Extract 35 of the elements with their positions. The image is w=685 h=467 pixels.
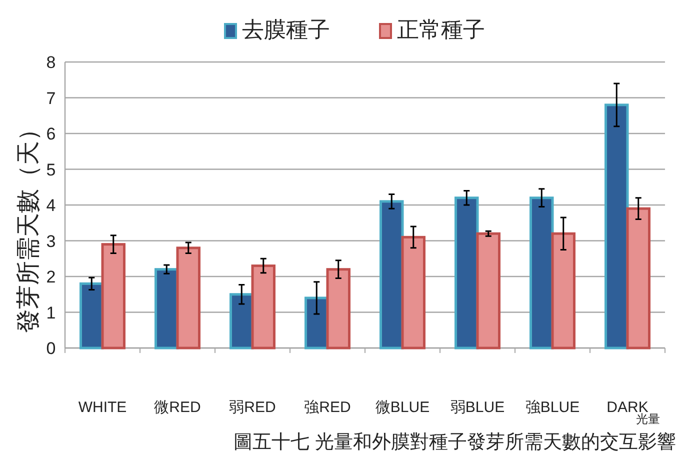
y-tick-label: 5 — [46, 160, 56, 180]
y-tick-label: 2 — [46, 268, 56, 286]
x-tick-label: 強BLUE — [525, 399, 580, 416]
y-tick-label: 0 — [46, 339, 56, 358]
x-tick-label: 微BLUE — [375, 399, 430, 416]
y-tick-label: 8 — [46, 53, 56, 72]
x-tick-label: 強RED — [304, 399, 351, 416]
x-tick-label: 弱BLUE — [450, 399, 505, 416]
bar — [530, 196, 554, 350]
y-tick-label: 3 — [46, 232, 56, 251]
text: 圖五十七 光量和外膜對種子發芽所需天數的交互影響 — [234, 431, 676, 453]
bar — [551, 232, 576, 350]
x-tick-label: 弱RED — [229, 399, 276, 416]
bar — [401, 236, 426, 350]
bar — [626, 207, 650, 350]
bar — [326, 268, 350, 350]
x-tick-label: WHITE — [78, 399, 127, 416]
y-tick-label: 7 — [46, 88, 56, 108]
bar — [454, 196, 479, 350]
legend-label: 正常種子 — [397, 17, 485, 42]
bar — [380, 200, 404, 350]
bar — [176, 246, 200, 350]
bar — [476, 232, 500, 350]
bar — [251, 264, 276, 350]
y-axis-title: 發芽所需天數（天） — [15, 117, 42, 333]
bar — [101, 243, 126, 350]
bar — [230, 293, 254, 350]
legend-label: 去膜種子 — [242, 17, 330, 42]
bar — [604, 104, 629, 350]
y-tick-label: 1 — [46, 303, 56, 322]
x-tick-label: 微RED — [154, 399, 201, 416]
bar — [80, 282, 104, 350]
bar — [154, 268, 179, 350]
y-tick-label: 4 — [46, 196, 56, 215]
y-tick-label: 6 — [46, 124, 56, 144]
